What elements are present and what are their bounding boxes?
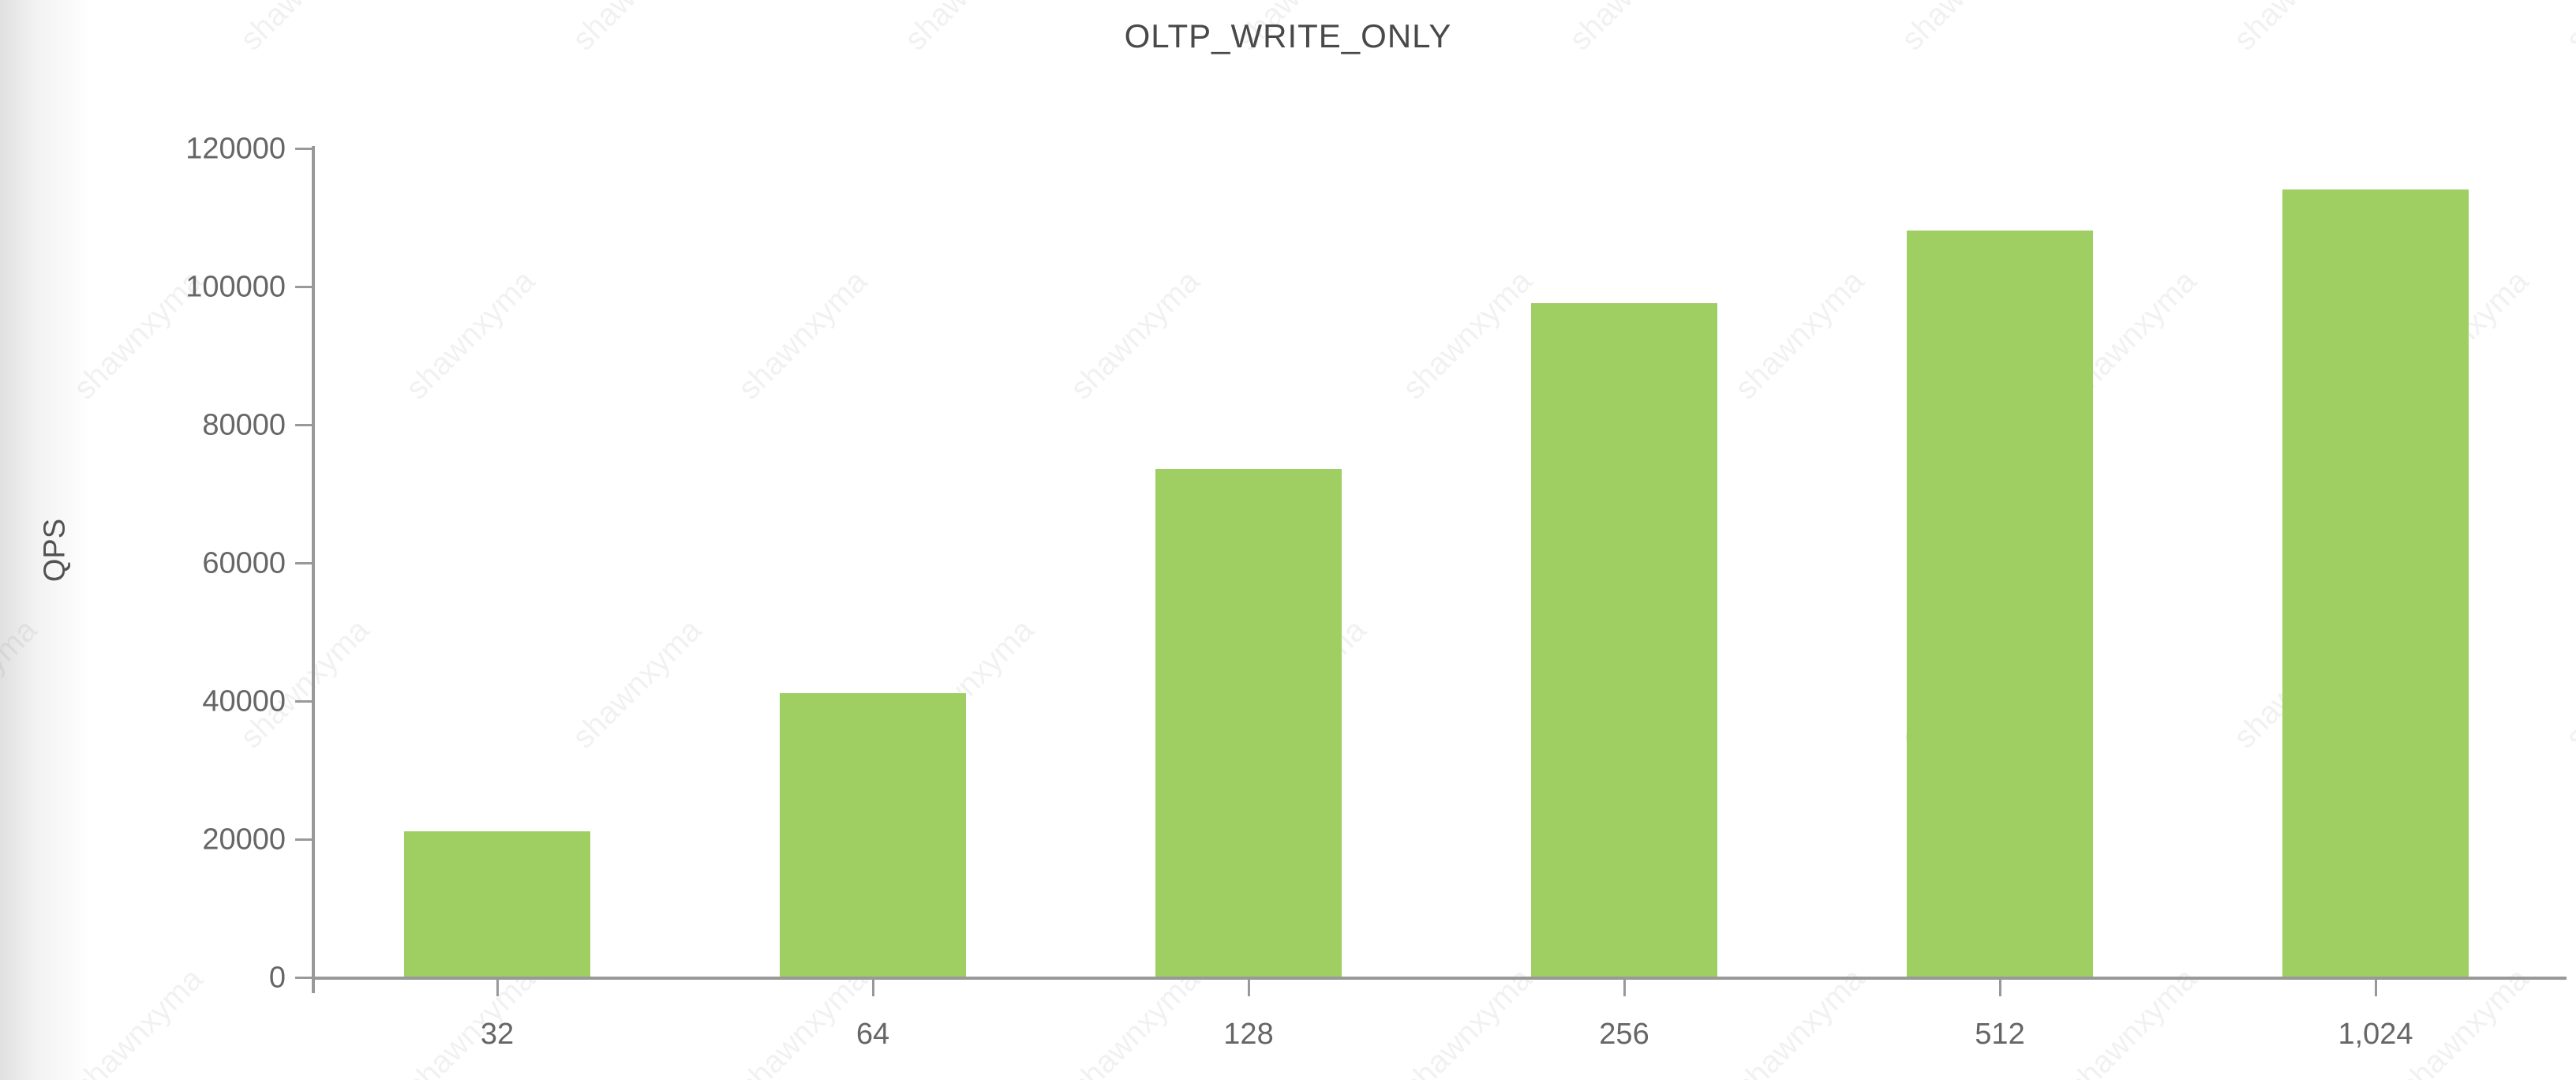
x-axis-tick bbox=[872, 980, 874, 996]
y-axis-line bbox=[312, 146, 315, 993]
x-axis-tick bbox=[1999, 980, 2001, 996]
bar bbox=[1907, 231, 2093, 977]
y-tick-label: 40000 bbox=[202, 684, 286, 718]
y-tick-label: 0 bbox=[268, 961, 286, 995]
x-axis-tick bbox=[1248, 980, 1250, 996]
y-axis-tick bbox=[295, 148, 312, 150]
y-tick-label: 80000 bbox=[202, 408, 286, 442]
x-axis-line bbox=[312, 977, 2567, 980]
y-tick-label: 100000 bbox=[185, 270, 286, 304]
x-axis-tick bbox=[496, 980, 499, 996]
bar bbox=[780, 693, 966, 977]
x-tick-label: 64 bbox=[856, 1018, 890, 1051]
y-axis-tick bbox=[295, 424, 312, 426]
bar bbox=[2282, 189, 2469, 977]
bar bbox=[404, 831, 590, 977]
y-tick-label: 60000 bbox=[202, 546, 286, 580]
bar bbox=[1155, 468, 1342, 977]
x-tick-label: 512 bbox=[1975, 1018, 2025, 1051]
x-tick-label: 256 bbox=[1599, 1018, 1649, 1051]
chart-title: OLTP_WRITE_ONLY bbox=[1124, 17, 1452, 54]
x-tick-label: 32 bbox=[480, 1018, 515, 1051]
y-axis-tick bbox=[295, 838, 312, 841]
x-tick-label: 1,024 bbox=[2338, 1018, 2413, 1051]
y-axis-tick bbox=[295, 562, 312, 564]
x-axis-tick bbox=[2375, 980, 2377, 996]
y-axis-tick bbox=[295, 286, 312, 288]
x-tick-label: 128 bbox=[1223, 1018, 1274, 1051]
y-axis-tick bbox=[295, 700, 312, 703]
y-tick-label: 20000 bbox=[202, 823, 286, 857]
x-axis-tick bbox=[1623, 980, 1626, 996]
y-axis-tick bbox=[295, 977, 312, 979]
bar bbox=[1531, 302, 1717, 977]
y-tick-label: 120000 bbox=[185, 132, 286, 166]
